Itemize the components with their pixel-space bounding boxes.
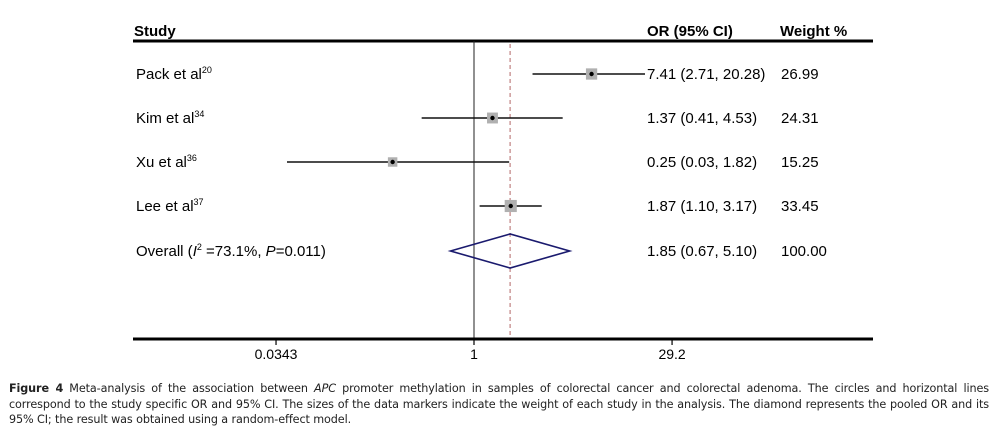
- or-ci-text: 1.87 (1.10, 3.17): [647, 198, 757, 215]
- overall-label: Overall (I2 =73.1%, P=0.011): [136, 242, 326, 260]
- overall-p-text: =0.011): [276, 243, 326, 260]
- study-name: Kim et al: [136, 110, 194, 127]
- study-reference: 34: [194, 109, 204, 119]
- study-name: Xu et al: [136, 154, 187, 171]
- or-ci-text: 1.37 (0.41, 4.53): [647, 110, 757, 127]
- column-header-study: Study: [134, 23, 176, 40]
- study-name: Lee et al: [136, 198, 194, 215]
- weight-text: 15.25: [781, 154, 819, 171]
- study-reference: 36: [187, 153, 197, 163]
- overall-label-prefix: Overall (: [136, 243, 193, 260]
- study-reference: 20: [202, 65, 212, 75]
- or-ci-text: 7.41 (2.71, 20.28): [647, 66, 765, 83]
- x-tick-label: 29.2: [658, 346, 685, 362]
- weight-text: 26.99: [781, 66, 819, 83]
- x-tick-label: 1: [470, 346, 478, 362]
- study-row: Pack et al20 7.41 (2.71, 20.28) 26.99: [136, 65, 819, 83]
- overall-i2-symbol: I: [193, 243, 197, 260]
- overall-i2-text: =73.1%,: [202, 243, 266, 260]
- caption-gene: APC: [314, 382, 336, 395]
- overall-weight-text: 100.00: [781, 243, 827, 260]
- point-estimate: [508, 203, 513, 209]
- figure-caption: Figure 4 Meta-analysis of the associatio…: [9, 381, 989, 428]
- weight-text: 33.45: [781, 198, 819, 215]
- caption-text-2: promoter methylation in samples of color…: [9, 382, 989, 426]
- study-row: Xu et al36 0.25 (0.03, 1.82) 15.25: [136, 153, 819, 171]
- column-header-weight: Weight %: [780, 23, 847, 40]
- weight-text: 24.31: [781, 110, 819, 127]
- overall-or-ci-text: 1.85 (0.67, 5.10): [647, 243, 757, 260]
- or-ci-text: 0.25 (0.03, 1.82): [647, 154, 757, 171]
- point-estimate: [589, 71, 594, 77]
- pooled-diamond: [447, 233, 573, 269]
- x-tick-label: 0.0343: [255, 346, 298, 362]
- study-row: Kim et al34 1.37 (0.41, 4.53) 24.31: [136, 109, 819, 127]
- overall-row: Overall (I2 =73.1%, P=0.011) 1.85 (0.67, …: [136, 233, 827, 269]
- study-label: Kim et al34: [136, 109, 204, 127]
- study-row: Lee et al37 1.87 (1.10, 3.17) 33.45: [136, 197, 819, 215]
- column-header-or-ci: OR (95% CI): [647, 23, 733, 40]
- caption-text-1: Meta-analysis of the association between: [63, 382, 315, 395]
- study-label: Lee et al37: [136, 197, 204, 215]
- study-reference: 37: [194, 197, 204, 207]
- overall-i2-sup: 2: [197, 242, 202, 252]
- study-label: Pack et al20: [136, 65, 212, 83]
- forest-plot: Study OR (95% CI) Weight % Pack et al20 7…: [133, 23, 873, 362]
- study-name: Pack et al: [136, 66, 202, 83]
- figure-label: Figure 4: [9, 382, 64, 395]
- study-label: Xu et al36: [136, 153, 197, 171]
- point-estimate: [490, 115, 495, 121]
- point-estimate: [390, 159, 395, 165]
- overall-p-symbol: P: [266, 243, 276, 260]
